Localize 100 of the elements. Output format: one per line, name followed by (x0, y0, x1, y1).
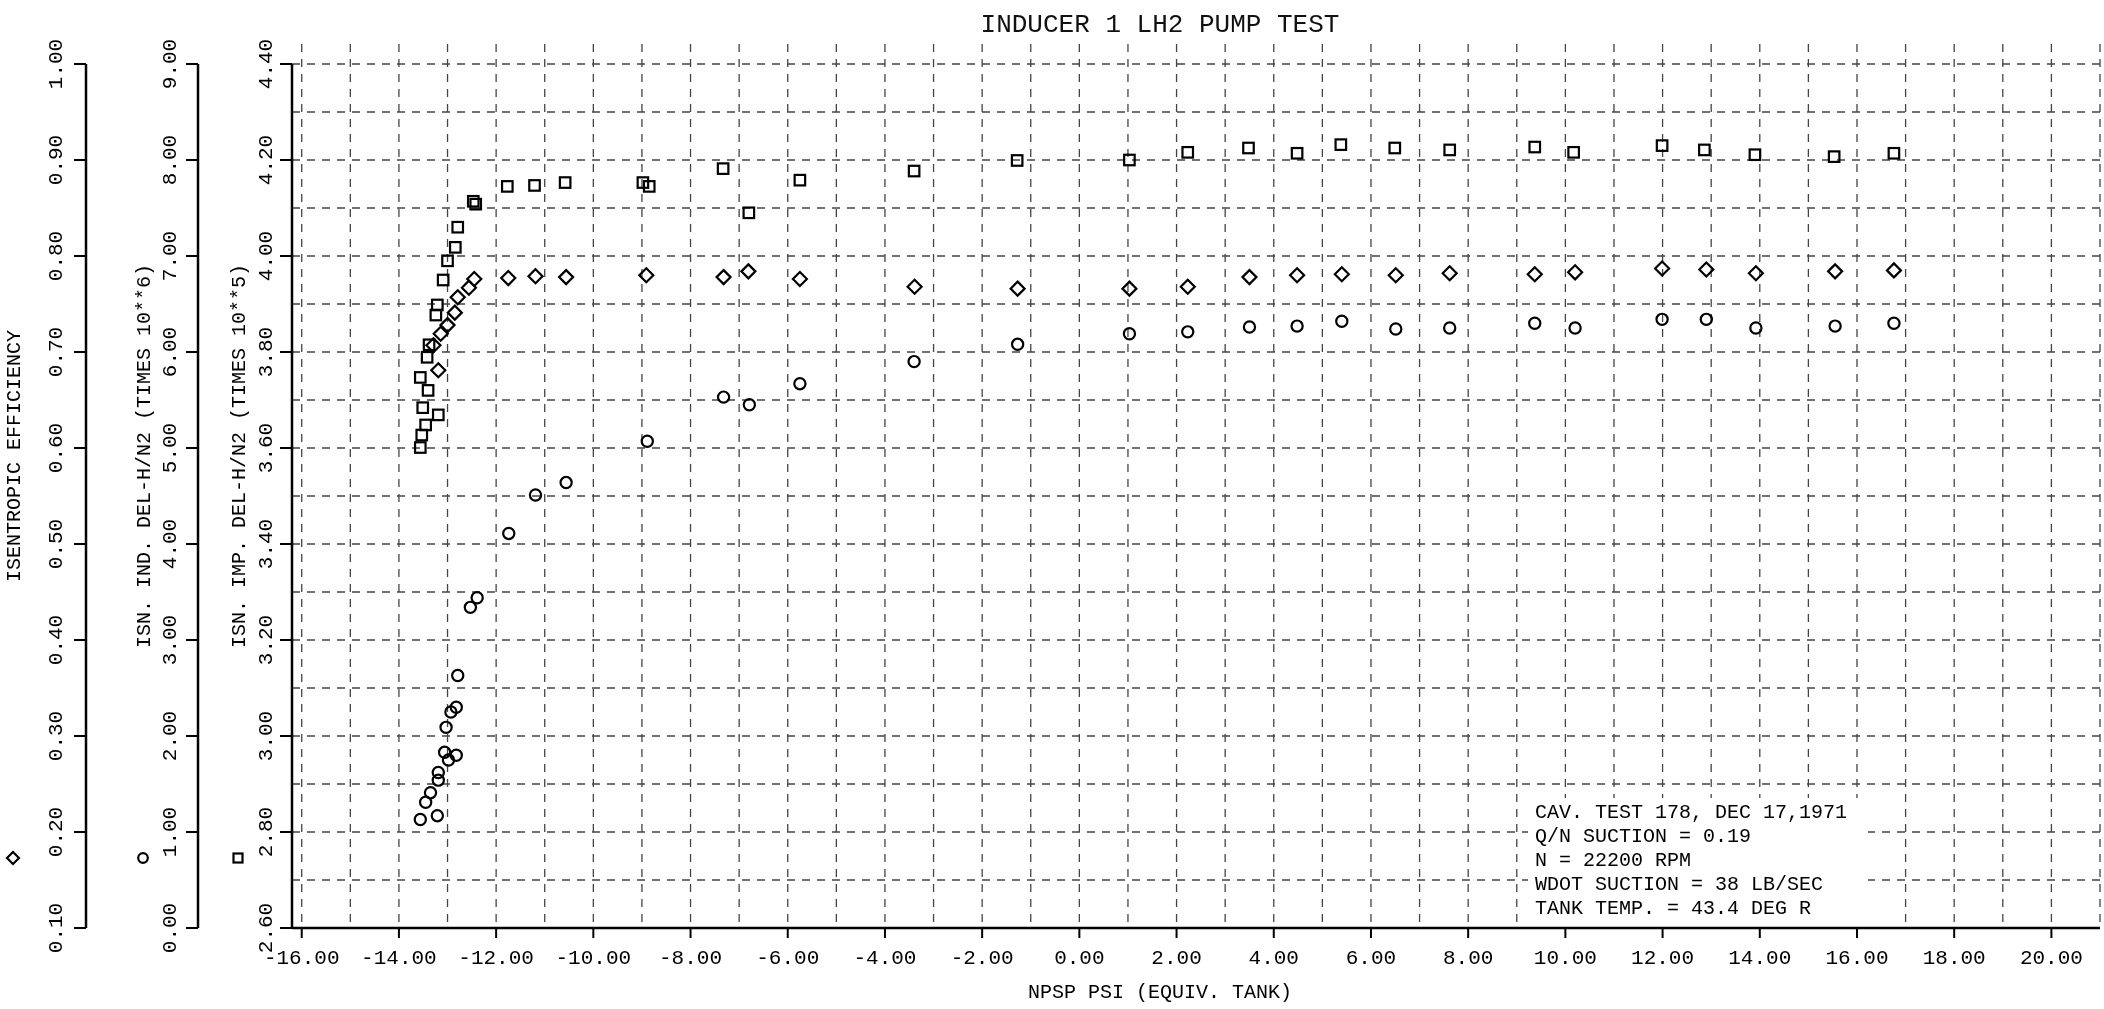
point (431, 408, 445, 422)
point (1699, 312, 1714, 327)
point (528, 179, 541, 192)
y-tick-label: 0.50 (45, 518, 68, 570)
x-tick-label: -14.00 (361, 947, 437, 970)
point (1009, 280, 1026, 297)
y3-tick-label: 2.80 (255, 806, 278, 858)
x-tick-label: -4.00 (853, 947, 917, 970)
y2-tick-label: 4.00 (159, 518, 182, 570)
point (1179, 278, 1196, 295)
point (449, 700, 463, 714)
point (1181, 325, 1195, 339)
point (1655, 139, 1669, 152)
point (448, 241, 462, 254)
y2-tick-label: 2.00 (159, 710, 182, 762)
y-tick-label: 0.80 (45, 230, 68, 282)
x-tick-label: 8.00 (1442, 947, 1494, 970)
point (432, 325, 449, 342)
point (636, 176, 650, 189)
x-tick-label: 2.00 (1151, 947, 1202, 970)
x-tick-label: 20.00 (2019, 947, 2083, 970)
point (502, 526, 516, 541)
y3-tick-label: 3.40 (255, 518, 278, 570)
y-tick-label: 0.40 (45, 614, 68, 666)
point (422, 338, 436, 352)
x-tick-label: 16.00 (1825, 947, 1889, 970)
point (1749, 321, 1763, 335)
point (1567, 264, 1584, 281)
point (640, 434, 654, 448)
x-tick-label: 12.00 (1631, 947, 1695, 970)
point (449, 748, 463, 762)
point (1121, 280, 1138, 297)
y-tick-label: 1.00 (45, 38, 68, 90)
x-tick-label: 14.00 (1728, 947, 1792, 970)
y-tick-label: 0.60 (45, 422, 68, 474)
point (500, 269, 517, 287)
point (430, 298, 444, 312)
point (429, 308, 443, 322)
point (1568, 321, 1582, 335)
y3-tick-label: 3.60 (255, 422, 278, 474)
point (740, 263, 757, 280)
point (444, 705, 458, 719)
point (1387, 267, 1404, 284)
y-tick-label: 0.70 (45, 326, 68, 378)
chart-title: INDUCER 1 LH2 PUMP TEST (980, 10, 1340, 40)
point (500, 180, 514, 193)
point (1290, 319, 1304, 333)
x-tick-label: 4.00 (1248, 947, 1299, 970)
point (1526, 266, 1543, 283)
point (715, 269, 732, 286)
point (419, 418, 433, 432)
y-tick-label: 0.30 (45, 710, 68, 762)
point (1333, 266, 1350, 283)
point (716, 162, 730, 175)
point (558, 269, 575, 286)
point (1010, 337, 1025, 352)
annotation: Q/N SUCTION = 0.19 (1535, 825, 1752, 848)
point (793, 173, 807, 187)
point (906, 278, 923, 295)
y-tick-label: 0.20 (45, 806, 68, 858)
point (421, 384, 435, 397)
y3-tick-label: 3.80 (255, 326, 278, 378)
point (1181, 145, 1195, 159)
point (638, 267, 655, 284)
y3-tick-label: 4.00 (255, 230, 278, 282)
point (1887, 146, 1901, 160)
point (446, 304, 463, 321)
y3-tick-label: 4.20 (255, 134, 278, 186)
x-tick-label: 10.00 (1533, 947, 1597, 970)
point (413, 441, 427, 454)
point (1567, 145, 1580, 159)
point (559, 475, 573, 490)
point (1288, 267, 1306, 284)
y2-tick-label: 1.00 (159, 806, 182, 858)
point (716, 390, 731, 404)
y3-tick-label: 3.20 (255, 614, 278, 666)
y2-tick-label: 5.00 (159, 422, 182, 474)
y-axis-title: ISENTROPIC EFFICIENCY (3, 329, 26, 583)
point (451, 220, 465, 234)
point (1441, 265, 1458, 282)
y3-tick-label: 3.00 (255, 710, 278, 762)
point (1335, 314, 1349, 328)
y-tick-label: 0.90 (45, 134, 68, 186)
point (1885, 262, 1903, 279)
point (439, 317, 456, 334)
point (1242, 141, 1255, 155)
point (460, 279, 478, 296)
point (1653, 260, 1671, 277)
point (1443, 143, 1457, 157)
point (420, 350, 434, 364)
x-tick-label: 0.00 (1054, 947, 1105, 970)
x-tick-label: -8.00 (659, 947, 723, 970)
y3-axis-title: ISN. IMP. DEL-H/N2 (TIMES 10**5) (228, 263, 251, 649)
point (437, 745, 452, 760)
point (742, 206, 756, 220)
point (441, 254, 454, 268)
annotation: TANK TEMP. = 43.4 DEG R (1535, 897, 1812, 920)
annotation: CAV. TEST 178, DEC 17,1971 (1535, 801, 1848, 824)
x-tick-label: -12.00 (458, 947, 534, 970)
y2-tick-label: 6.00 (159, 326, 182, 378)
